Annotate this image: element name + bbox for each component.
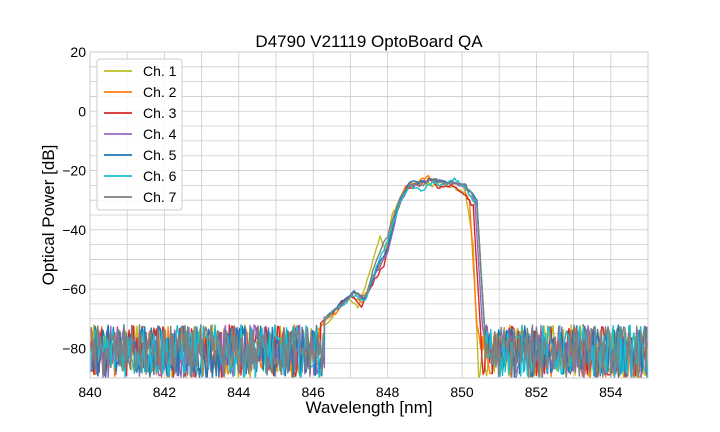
- series-lines: [90, 174, 648, 378]
- legend-label: Ch. 5: [143, 147, 177, 163]
- legend-box: [96, 58, 183, 211]
- x-tick-label: 840: [78, 384, 102, 400]
- x-tick-label: 852: [525, 384, 549, 400]
- y-tick-label: 0: [78, 103, 86, 119]
- y-tick-label: −20: [62, 163, 86, 179]
- legend-label: Ch. 7: [143, 189, 177, 205]
- plot-frame: [89, 51, 649, 379]
- legend: Ch. 1 Ch. 2 Ch. 3 Ch. 4 Ch. 5 Ch. 6 Ch. 7: [96, 58, 183, 211]
- y-tick-label: 20: [70, 44, 86, 60]
- x-tick-label: 846: [302, 384, 326, 400]
- x-tick-label: 844: [227, 384, 251, 400]
- x-tick-label: 842: [153, 384, 177, 400]
- legend-label: Ch. 4: [143, 126, 177, 142]
- x-tick-label: 848: [376, 384, 400, 400]
- chart-title: D4790 V21119 OptoBoard QA: [255, 32, 483, 51]
- series-line-7: [90, 178, 648, 378]
- y-tick-label: −40: [62, 222, 86, 238]
- axes: 840 842 844 846 848 850 852 854 −80 −60 −40 −20 0 20: [62, 44, 649, 400]
- x-tick-label: 854: [599, 384, 623, 400]
- y-tick-label: −60: [62, 281, 86, 297]
- legend-label: Ch. 2: [143, 84, 177, 100]
- x-axis-label: Wavelength [nm]: [306, 398, 433, 417]
- y-axis-label: Optical Power [dB]: [39, 145, 58, 286]
- y-tick-label: −80: [62, 340, 86, 356]
- x-tick-label: 850: [450, 384, 474, 400]
- legend-label: Ch. 1: [143, 63, 177, 79]
- legend-label: Ch. 6: [143, 168, 177, 184]
- legend-label: Ch. 3: [143, 105, 177, 121]
